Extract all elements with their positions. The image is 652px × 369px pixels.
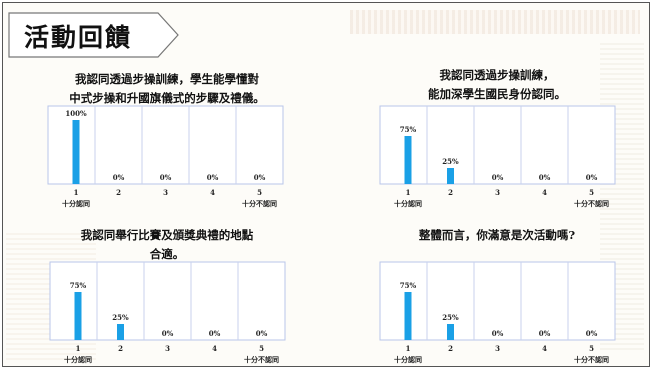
- x-tick-label: 2: [116, 188, 121, 197]
- bar-data-label: 0%: [113, 173, 125, 182]
- bar: [447, 168, 454, 184]
- bar: [74, 292, 82, 340]
- bar-data-label: 25%: [112, 313, 129, 322]
- x-tick-label: 3: [495, 344, 500, 353]
- bar-data-label: 0%: [256, 329, 268, 338]
- x-tick-label: 3: [495, 188, 500, 197]
- bar-data-label: 0%: [254, 173, 266, 182]
- x-tick-label: 1: [406, 344, 411, 353]
- bar-data-label: 0%: [162, 329, 174, 338]
- bar: [447, 324, 454, 340]
- x-tick-label: 3: [163, 188, 168, 197]
- bar-data-label: 0%: [492, 329, 504, 338]
- bar: [72, 120, 80, 184]
- chart-1: 100% 1 0% 2 0% 3 0% 4 0% 5 十分認同 十分不認同: [47, 105, 284, 208]
- bar-data-label: 0%: [207, 173, 219, 182]
- plot-area: [49, 261, 286, 341]
- chart-2-title-line-1: 我認同透過步操訓練，: [439, 68, 555, 82]
- bar: [117, 324, 124, 340]
- scale-left-label: 十分認同: [394, 355, 422, 364]
- x-tick-label: 1: [406, 188, 411, 197]
- x-tick-label: 1: [74, 188, 79, 197]
- chart-1-title-line-2: 中式步操和升國旗儀式的步驟及禮儀。: [69, 91, 265, 105]
- plot-area: [47, 105, 284, 185]
- x-tick-label: 1: [76, 344, 81, 353]
- chart-4-title: 整體而言，你滿意是次活動嗎?: [352, 226, 642, 245]
- scale-left-label: 十分認同: [64, 355, 92, 364]
- bar-data-label: 0%: [539, 173, 551, 182]
- chart-3-title: 我認同舉行比賽及頒獎典禮的地點 合適。: [22, 226, 312, 264]
- scale-right-label: 十分不認同: [244, 355, 279, 364]
- chart-2-title-line-2: 能加深學生國民身份認同。: [428, 87, 566, 101]
- chart-1-title-line-1: 我認同透過步操訓練，學生能學懂對: [75, 72, 259, 86]
- bar-data-label: 0%: [160, 173, 172, 182]
- x-tick-label: 2: [118, 344, 123, 353]
- bar-data-label: 25%: [442, 157, 459, 166]
- chart-2-title: 我認同透過步操訓練， 能加深學生國民身份認同。: [352, 66, 642, 104]
- bar-data-label: 0%: [209, 329, 221, 338]
- chart-4-title-line-1: 整體而言，你滿意是次活動嗎?: [418, 228, 576, 242]
- x-tick-label: 4: [542, 188, 547, 197]
- scale-left-label: 十分認同: [62, 199, 90, 208]
- decorative-background-top: [350, 10, 640, 34]
- x-tick-label: 3: [165, 344, 170, 353]
- bar-data-label: 25%: [442, 313, 459, 322]
- title-tab-shape: [8, 12, 180, 58]
- bar-data-label: 75%: [400, 281, 417, 290]
- bar-data-label: 0%: [586, 329, 598, 338]
- chart-1-title: 我認同透過步操訓練，學生能學懂對 中式步操和升國旗儀式的步驟及禮儀。: [22, 70, 312, 108]
- bar-data-label: 75%: [400, 125, 417, 134]
- x-tick-label: 4: [210, 188, 215, 197]
- x-tick-label: 5: [589, 188, 594, 197]
- x-tick-label: 2: [448, 188, 453, 197]
- bar-data-label: 0%: [539, 329, 551, 338]
- scale-right-label: 十分不認同: [242, 199, 277, 208]
- x-tick-label: 4: [212, 344, 217, 353]
- bar-data-label: 0%: [586, 173, 598, 182]
- scale-right-label: 十分不認同: [574, 355, 609, 364]
- plot-area: [379, 105, 616, 185]
- chart-3: 75% 1 25% 2 0% 3 0% 4 0% 5 十分認同 十分不認同: [49, 261, 286, 364]
- chart-2: 75% 1 25% 2 0% 3 0% 4 0% 5 十分認同 十分不認同: [379, 105, 616, 208]
- bar-data-label: 100%: [65, 109, 87, 118]
- bar-data-label: 0%: [492, 173, 504, 182]
- scale-right-label: 十分不認同: [574, 199, 609, 208]
- x-tick-label: 5: [589, 344, 594, 353]
- x-tick-label: 5: [257, 188, 262, 197]
- bar: [404, 292, 412, 340]
- chart-4: 75% 1 25% 2 0% 3 0% 4 0% 5 十分認同 十分不認同: [379, 261, 616, 364]
- x-tick-label: 2: [448, 344, 453, 353]
- chart-3-title-line-2: 合適。: [149, 247, 185, 261]
- bar: [404, 136, 412, 184]
- scale-left-label: 十分認同: [394, 199, 422, 208]
- page-title: 活動回饋: [24, 23, 133, 52]
- x-tick-label: 5: [259, 344, 264, 353]
- plot-area: [379, 261, 616, 341]
- bar-data-label: 75%: [70, 281, 87, 290]
- x-tick-label: 4: [542, 344, 547, 353]
- chart-3-title-line-1: 我認同舉行比賽及頒獎典禮的地點: [80, 228, 254, 242]
